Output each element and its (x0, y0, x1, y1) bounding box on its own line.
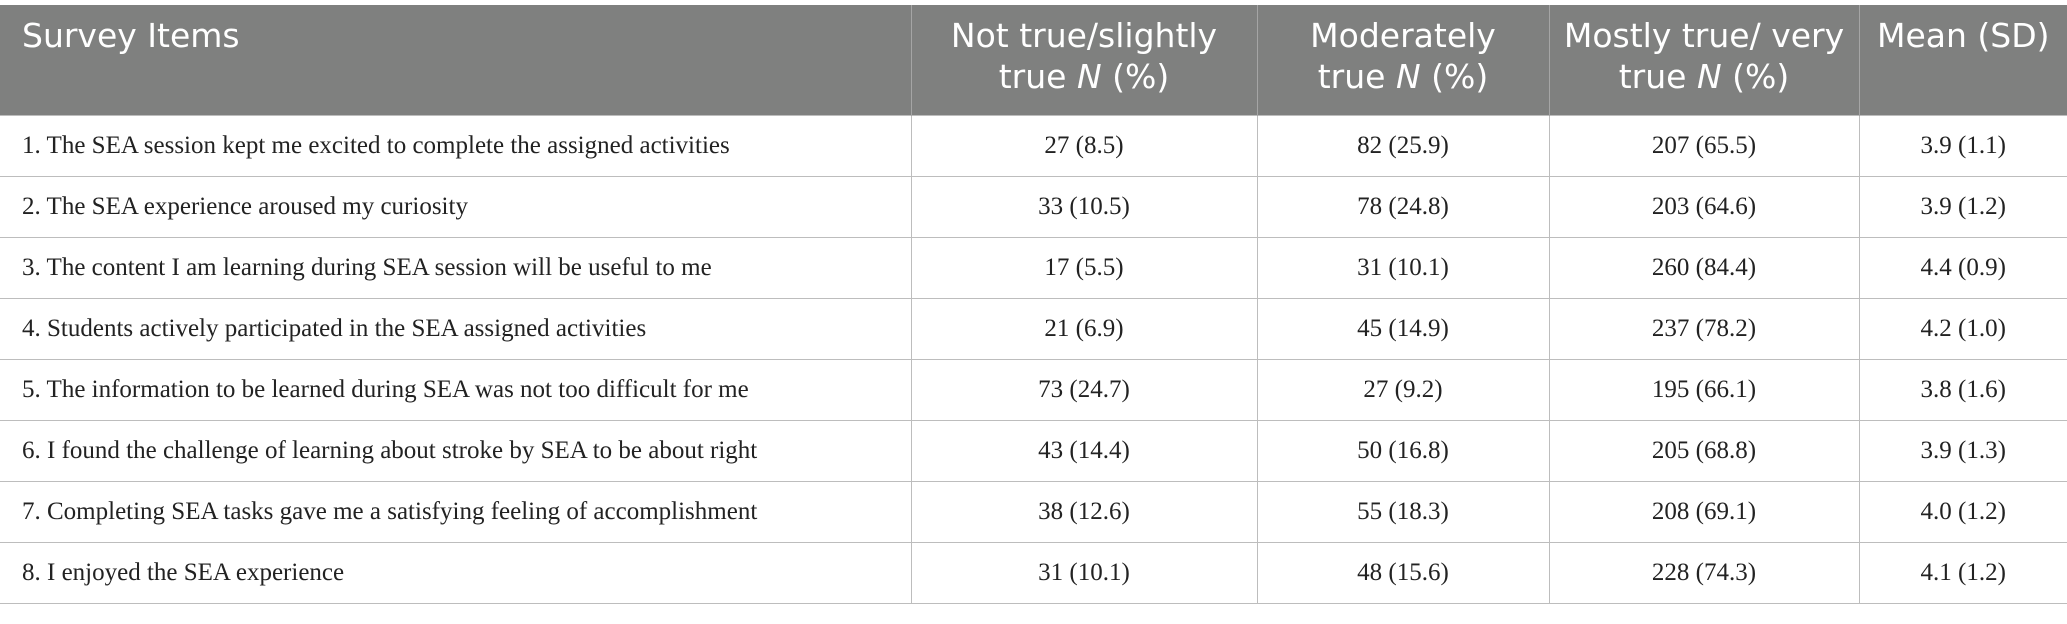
value-cell: 3.8 (1.6) (1858, 358, 2067, 421)
value-cell: 31 (10.1) (910, 541, 1257, 604)
value-cell: 203 (64.6) (1548, 175, 1859, 238)
value-cell: 3.9 (1.2) (1858, 175, 2067, 238)
header-cell: Mean (SD) (1858, 5, 2067, 115)
value-cell: 260 (84.4) (1548, 236, 1859, 299)
table-row: 3. The content I am learning during SEA … (0, 236, 2067, 299)
header-cell: Moderately true N (%) (1256, 5, 1549, 115)
value-cell: 4.1 (1.2) (1858, 541, 2067, 604)
item-cell: 7. Completing SEA tasks gave me a satisf… (0, 480, 911, 543)
table-row: 5. The information to be learned during … (0, 358, 2067, 421)
header-cell: Survey Items (0, 5, 911, 115)
value-cell: 43 (14.4) (910, 419, 1257, 482)
header-text: Not true/slightly true (950, 16, 1218, 96)
value-cell: 208 (69.1) (1548, 480, 1859, 543)
header-text: Survey Items (22, 16, 240, 55)
header-italic: N (1696, 57, 1722, 96)
value-cell: 17 (5.5) (910, 236, 1257, 299)
value-cell: 45 (14.9) (1256, 297, 1549, 360)
item-cell: 6. I found the challenge of learning abo… (0, 419, 911, 482)
item-cell: 1. The SEA session kept me excited to co… (0, 114, 911, 177)
value-cell: 55 (18.3) (1256, 480, 1549, 543)
table-row: 4. Students actively participated in the… (0, 297, 2067, 360)
header-text: (%) (1101, 57, 1170, 96)
value-cell: 21 (6.9) (910, 297, 1257, 360)
table-body: 1. The SEA session kept me excited to co… (0, 114, 2067, 604)
item-cell: 5. The information to be learned during … (0, 358, 911, 421)
value-cell: 38 (12.6) (910, 480, 1257, 543)
value-cell: 27 (8.5) (910, 114, 1257, 177)
table-row: 7. Completing SEA tasks gave me a satisf… (0, 480, 2067, 543)
value-cell: 78 (24.8) (1256, 175, 1549, 238)
value-cell: 195 (66.1) (1548, 358, 1859, 421)
value-cell: 207 (65.5) (1548, 114, 1859, 177)
header-text: (%) (1721, 57, 1790, 96)
value-cell: 4.0 (1.2) (1858, 480, 2067, 543)
value-cell: 31 (10.1) (1256, 236, 1549, 299)
header-row: Survey Items Not true/slightly true N (%)… (0, 5, 2067, 115)
header-cell: Not true/slightly true N (%) (910, 5, 1257, 115)
value-cell: 3.9 (1.3) (1858, 419, 2067, 482)
survey-table: Survey Items Not true/slightly true N (%)… (0, 5, 2067, 604)
table-head: Survey Items Not true/slightly true N (%)… (0, 5, 2067, 115)
value-cell: 237 (78.2) (1548, 297, 1859, 360)
table-row: 2. The SEA experience aroused my curiosi… (0, 175, 2067, 238)
header-text: Mostly true/ very true (1563, 16, 1845, 96)
item-cell: 8. I enjoyed the SEA experience (0, 541, 911, 604)
item-cell: 4. Students actively participated in the… (0, 297, 911, 360)
item-cell: 3. The content I am learning during SEA … (0, 236, 911, 299)
value-cell: 228 (74.3) (1548, 541, 1859, 604)
value-cell: 73 (24.7) (910, 358, 1257, 421)
table-row: 6. I found the challenge of learning abo… (0, 419, 2067, 482)
header-cell: Mostly true/ very true N (%) (1548, 5, 1859, 115)
value-cell: 33 (10.5) (910, 175, 1257, 238)
table-row: 8. I enjoyed the SEA experience 31 (10.1)… (0, 541, 2067, 604)
header-text: Mean (SD) (1876, 16, 2050, 55)
value-cell: 205 (68.8) (1548, 419, 1859, 482)
header-text: Moderately true (1310, 16, 1496, 96)
value-cell: 48 (15.6) (1256, 541, 1549, 604)
value-cell: 50 (16.8) (1256, 419, 1549, 482)
item-cell: 2. The SEA experience aroused my curiosi… (0, 175, 911, 238)
value-cell: 82 (25.9) (1256, 114, 1549, 177)
header-italic: N (1395, 57, 1421, 96)
table-row: 1. The SEA session kept me excited to co… (0, 114, 2067, 177)
value-cell: 3.9 (1.1) (1858, 114, 2067, 177)
header-text: (%) (1420, 57, 1489, 96)
value-cell: 4.2 (1.0) (1858, 297, 2067, 360)
header-italic: N (1076, 57, 1102, 96)
value-cell: 4.4 (0.9) (1858, 236, 2067, 299)
value-cell: 27 (9.2) (1256, 358, 1549, 421)
